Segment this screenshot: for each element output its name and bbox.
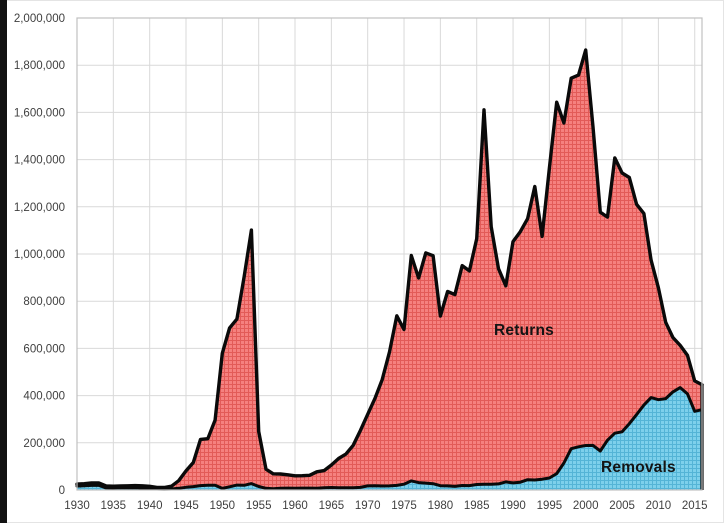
svg-text:1,200,000: 1,200,000 xyxy=(14,202,65,214)
svg-text:1,800,000: 1,800,000 xyxy=(14,60,65,72)
svg-text:1950: 1950 xyxy=(210,500,236,512)
svg-text:1,000,000: 1,000,000 xyxy=(14,249,65,261)
svg-text:1990: 1990 xyxy=(500,500,526,512)
svg-text:1945: 1945 xyxy=(173,500,199,512)
svg-text:2000: 2000 xyxy=(573,500,599,512)
svg-text:1930: 1930 xyxy=(64,500,90,512)
svg-text:1995: 1995 xyxy=(537,500,563,512)
svg-text:1985: 1985 xyxy=(464,500,490,512)
svg-text:2,000,000: 2,000,000 xyxy=(14,13,65,25)
svg-text:1980: 1980 xyxy=(428,500,454,512)
svg-text:1940: 1940 xyxy=(137,500,163,512)
svg-text:200,000: 200,000 xyxy=(23,438,65,450)
svg-text:2005: 2005 xyxy=(609,500,635,512)
svg-text:1965: 1965 xyxy=(319,500,345,512)
svg-text:2015: 2015 xyxy=(682,500,708,512)
svg-text:400,000: 400,000 xyxy=(23,391,65,403)
svg-text:1955: 1955 xyxy=(246,500,272,512)
svg-text:0: 0 xyxy=(59,485,65,497)
svg-text:1970: 1970 xyxy=(355,500,381,512)
svg-text:1,400,000: 1,400,000 xyxy=(14,155,65,167)
svg-text:1975: 1975 xyxy=(391,500,417,512)
svg-text:600,000: 600,000 xyxy=(23,343,65,355)
svg-text:1960: 1960 xyxy=(282,500,308,512)
svg-text:1935: 1935 xyxy=(101,500,127,512)
svg-text:1,600,000: 1,600,000 xyxy=(14,107,65,119)
svg-text:800,000: 800,000 xyxy=(23,296,65,308)
removals-area-label: Removals xyxy=(601,459,676,476)
window-left-edge xyxy=(0,0,7,523)
svg-text:2010: 2010 xyxy=(646,500,672,512)
returns-area-label: Returns xyxy=(494,322,554,339)
